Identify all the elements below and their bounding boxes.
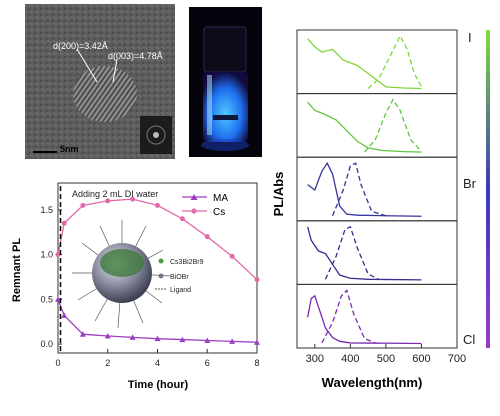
vial-drawing [189,7,262,157]
remnant-series-cs-line [57,198,258,281]
tem-lattice-drawing [25,4,175,159]
remnant-ma-point [129,334,136,340]
spectra-x-tick-label: 500 [377,353,395,365]
legend-cs-label: Cs [213,207,225,218]
spectra-x-axis-label: Wavelength(nm) [322,375,423,390]
remnant-ma-point [79,331,86,337]
remnant-x-tick-label: 6 [205,358,210,368]
pl-curve [324,225,380,280]
pl-curve [367,34,423,90]
d200-label: d(200)=3.42Å [53,41,108,51]
spectra-panel-frame [296,283,458,349]
remnant-y-axis-label: Remnant PL [11,238,23,302]
remnant-cs-point [80,202,86,208]
spectra-y-axis-label: PL/Abs [271,172,286,217]
absorbance-curve [307,226,422,281]
spectra-panel-frame [296,93,458,158]
remnant-cs-point [254,277,260,283]
pl-curve [364,98,422,153]
remnant-cs-point [155,202,160,208]
spectra-panel-frame [296,29,458,95]
remnant-x-tick-label: 0 [55,358,60,368]
remnant-ma-point [229,338,236,344]
spectra-x-tick-label: 300 [306,353,324,365]
remnant-y-tick-label: 1.0 [40,250,53,260]
spectra-x-tick-label: 600 [412,353,430,365]
remnant-cs-point [105,198,111,204]
remnant-ma-point [154,335,161,342]
spectra-x-tick-label: 400 [341,353,359,365]
pl-curve [321,289,376,344]
vial-photo [189,7,262,157]
remnant-cs-point [61,220,67,226]
remnant-y-tick-label: 0.0 [40,339,53,349]
inset-legend-cs3bi2br9: Cs3Bi2Br9 [170,259,204,266]
colorbar-label-cl: Cl [463,332,475,347]
remnant-y-tick-label: 0.5 [40,294,53,304]
remnant-ma-point [55,296,61,302]
inset-legend-ligand: Ligand [170,287,191,294]
remnant-cs-point [55,252,61,258]
pl-curve [331,162,387,217]
legend-cs-marker [191,208,197,214]
remnant-pl-chart: 0 2 4 6 8 0.0 0.5 1.0 1.5 Adding 2 mL DI water T… [11,182,260,391]
remnant-ma-point [204,337,211,343]
scale-bar-label: 5nm [60,144,79,154]
remnant-ma-point [254,339,260,345]
absorbance-curve [307,38,422,90]
d003-label: d(003)=4.78Å [108,51,163,61]
remnant-ma-point [179,336,186,343]
remnant-cs-point [130,196,136,202]
nanoparticle-inset [72,220,171,329]
halide-colorbar [486,30,490,348]
absorbance-curve [307,161,422,217]
spectra-panel-frame [296,156,458,222]
colorbar-label-br: Br [463,176,477,191]
remnant-plot-frame [57,182,258,354]
inset-legend-biobr: BiOBr [170,274,189,281]
tem-image: d(200)=3.42Å d(003)=4.78Å 5nm [25,4,175,159]
remnant-ma-point [104,333,111,339]
remnant-ma-point [61,312,68,318]
remnant-x-axis-label: Time (hour) [128,379,189,391]
remnant-x-tick-label: 2 [105,358,110,368]
remnant-x-tick-label: 8 [254,358,259,368]
colorbar-label-i: I [468,30,472,45]
remnant-y-tick-label: 1.5 [40,205,53,215]
remnant-cs-point [204,234,210,240]
remnant-cs-point [229,253,235,259]
water-annotation: Adding 2 mL DI water [72,189,158,199]
remnant-x-tick-label: 4 [155,358,160,368]
legend-ma-marker [190,194,198,200]
spectra-x-tick-label: 700 [448,353,466,365]
remnant-series-ma-line [57,299,258,343]
spectra-chart: 300 400 500 600 700 Wavelength(nm) PL/Abs I … [271,29,490,390]
legend-ma-label: MA [213,193,228,204]
remnant-legend: MA Cs [182,193,228,218]
absorbance-curve [307,101,422,153]
remnant-cs-point [179,216,185,222]
absorbance-curve [307,294,422,345]
